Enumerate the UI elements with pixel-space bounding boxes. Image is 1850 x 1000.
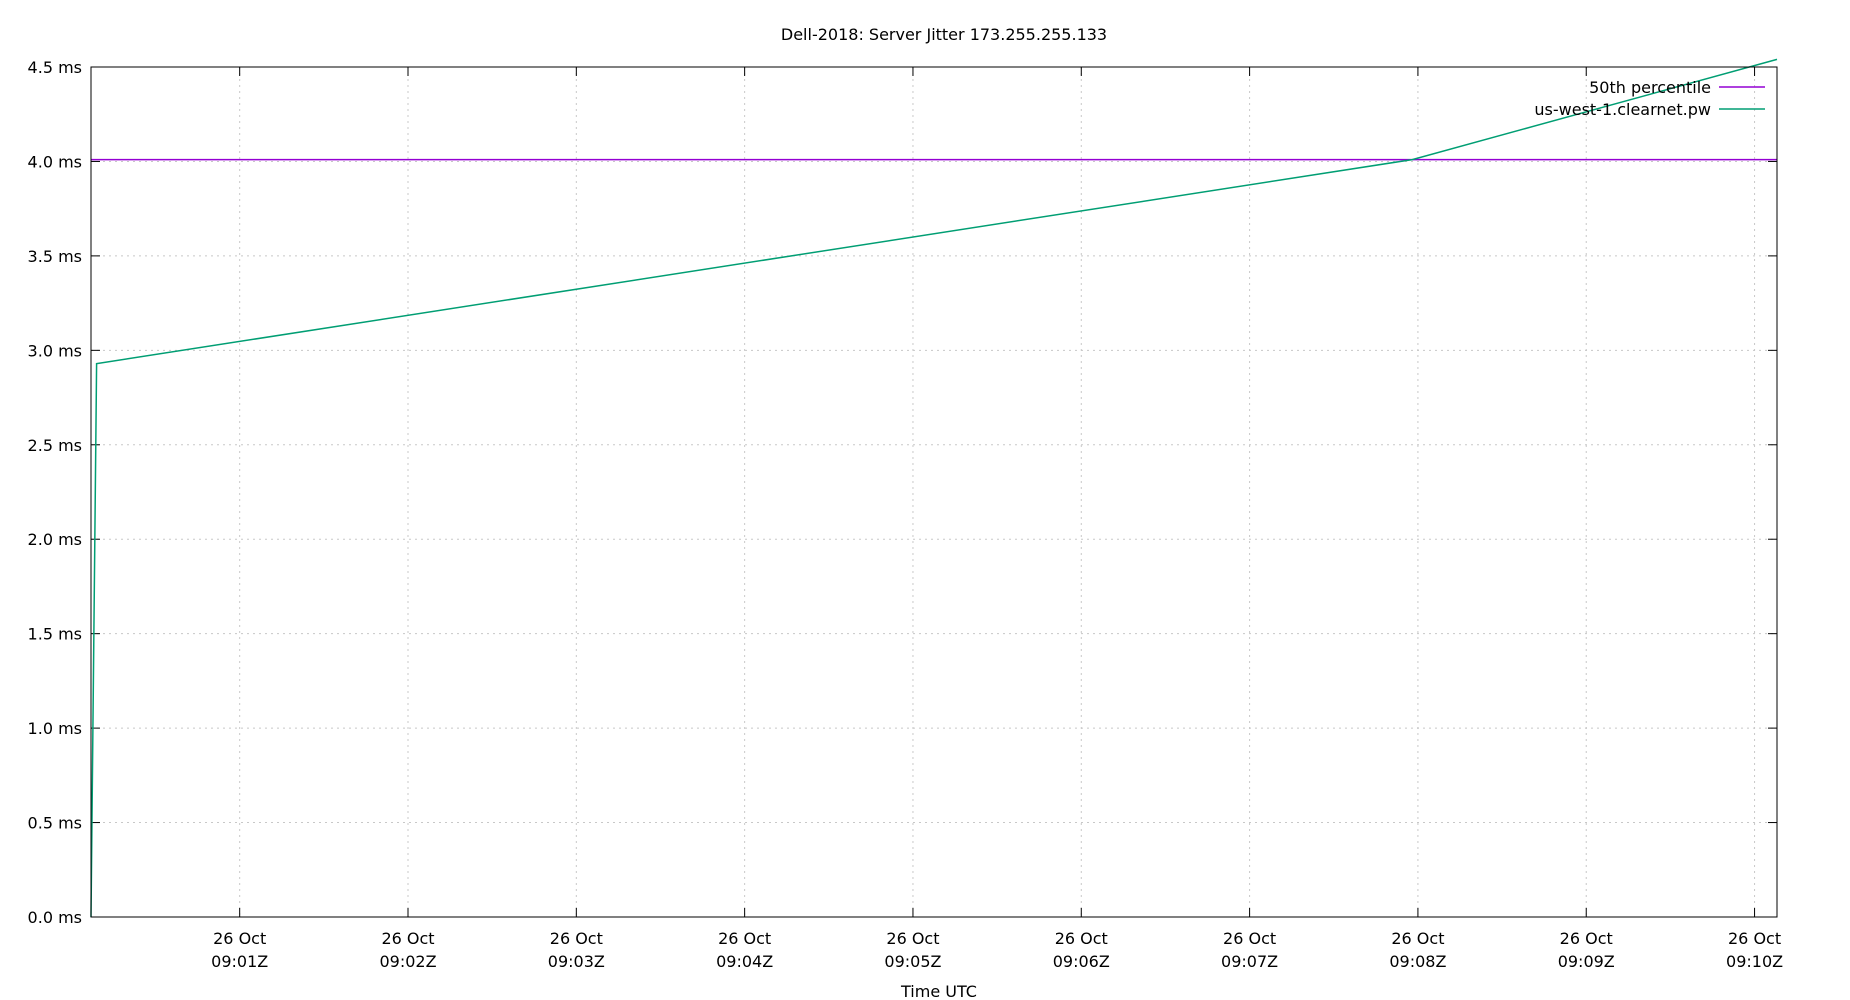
x-tick-label-time: 09:01Z	[211, 952, 268, 971]
y-tick-label: 3.0 ms	[28, 341, 82, 360]
plot-frame	[90, 66, 1778, 918]
x-tick-label-time: 09:06Z	[1053, 952, 1110, 971]
y-tick-label: 2.5 ms	[28, 436, 82, 455]
y-tick-label: 4.0 ms	[28, 152, 82, 171]
x-tick-label-date: 26 Oct	[1560, 929, 1613, 948]
x-tick-label-time: 09:03Z	[548, 952, 605, 971]
x-tick-label-date: 26 Oct	[718, 929, 771, 948]
x-tick-label-date: 26 Oct	[1728, 929, 1781, 948]
legend-label: us-west-1.clearnet.pw	[1534, 100, 1711, 119]
y-tick-label: 1.5 ms	[28, 625, 82, 644]
x-tick-label-time: 09:05Z	[884, 952, 941, 971]
x-tick-label-date: 26 Oct	[1223, 929, 1276, 948]
x-tick-label-date: 26 Oct	[381, 929, 434, 948]
legend-label: 50th percentile	[1589, 78, 1711, 97]
x-tick-label-date: 26 Oct	[1391, 929, 1444, 948]
y-tick-label: 1.0 ms	[28, 719, 82, 738]
x-tick-label-time: 09:08Z	[1389, 952, 1446, 971]
y-tick-label: 0.0 ms	[28, 908, 82, 927]
x-tick-label-time: 09:09Z	[1558, 952, 1615, 971]
x-tick-label-date: 26 Oct	[550, 929, 603, 948]
x-tick-label-date: 26 Oct	[1055, 929, 1108, 948]
x-tick-label-time: 09:10Z	[1726, 952, 1783, 971]
x-tick-label-time: 09:02Z	[379, 952, 436, 971]
chart-title: Dell-2018: Server Jitter 173.255.255.133	[781, 25, 1107, 44]
series-line-1	[90, 58, 1778, 918]
x-tick-label-time: 09:07Z	[1221, 952, 1278, 971]
x-axis-label: Time UTC	[900, 982, 977, 1000]
y-tick-label: 0.5 ms	[28, 814, 82, 833]
y-tick-label: 3.5 ms	[28, 247, 82, 266]
x-tick-label-time: 09:04Z	[716, 952, 773, 971]
y-tick-label: 4.5 ms	[28, 58, 82, 77]
y-tick-label: 2.0 ms	[28, 530, 82, 549]
x-tick-label-date: 26 Oct	[886, 929, 939, 948]
x-tick-label-date: 26 Oct	[213, 929, 266, 948]
